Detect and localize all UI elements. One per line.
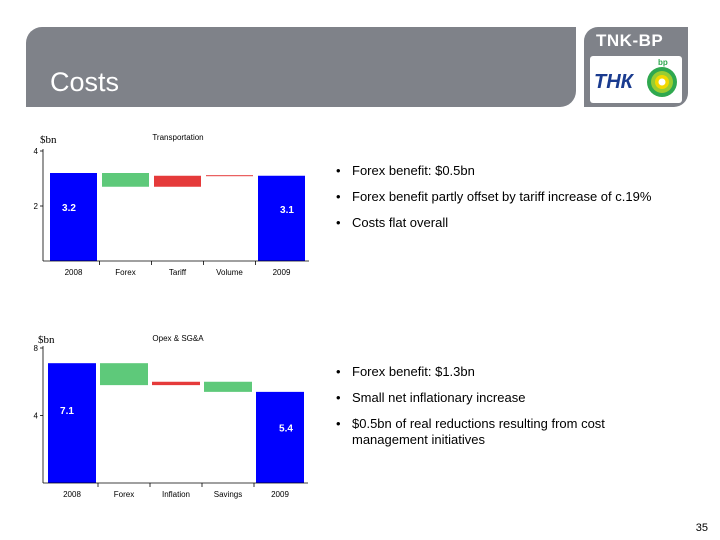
transport-bullets: Forex benefit: $0.5bn Forex benefit part… [336, 163, 651, 231]
logo-brand-text: TNK-BP [596, 31, 664, 50]
bar-2009 [256, 391, 304, 483]
bar-forex [102, 173, 149, 187]
x-tick-label: Inflation [162, 490, 190, 499]
bar-data-label: 3.2 [62, 203, 76, 214]
logo-sub-text: bp [658, 58, 668, 67]
header-bar: Costs [26, 27, 576, 107]
page-title: Costs [50, 67, 120, 97]
bar-data-label: 5.4 [279, 423, 293, 434]
chart-title: Transportation [152, 133, 203, 142]
bullet-item: Forex benefit: $0.5bn [336, 163, 651, 179]
bullet-item: $0.5bn of real reductions resulting from… [336, 416, 676, 448]
bar-savings [204, 381, 252, 392]
transportation-chart: Transportation $bn 2 4 3.2 2008 Forex Tariff Vol… [34, 133, 309, 277]
bar-2009 [258, 175, 305, 261]
opex-bullets: Forex benefit: $1.3bn Small net inflatio… [336, 364, 676, 448]
bullet-item: Forex benefit partly offset by tariff in… [336, 189, 651, 205]
logo-panel: ТНК bp [590, 56, 682, 103]
x-tick-label: 2008 [63, 490, 81, 499]
bp-helios-icon [647, 67, 677, 97]
x-tick-label: Forex [114, 490, 134, 499]
logo-graphic: ТНК [594, 67, 677, 97]
x-tick-label: Savings [214, 490, 242, 499]
y-tick-label: 4 [34, 412, 39, 421]
y-tick-label: 8 [34, 344, 39, 353]
y-axis-label: $bn [40, 134, 57, 146]
bar-data-label: 3.1 [280, 205, 294, 216]
y-axis-label: $bn [38, 334, 55, 346]
bullet-item: Costs flat overall [336, 215, 651, 231]
tnk-bp-logo: TNK-BP ТНК bp [584, 27, 688, 107]
logo-mark-text: ТНК [594, 71, 635, 93]
opex-chart: Opex & SG&A $bn 4 8 7.1 2008 Forex Inflation Sav… [34, 334, 308, 499]
x-tick-label: Tariff [169, 268, 187, 277]
y-tick-label: 2 [34, 202, 39, 211]
bar-volume [206, 175, 253, 177]
bar-2008 [50, 173, 97, 261]
x-tick-label: 2009 [271, 490, 289, 499]
x-tick-label: Volume [216, 268, 243, 277]
page-number: 35 [695, 522, 708, 534]
bar-data-label: 7.1 [60, 406, 74, 417]
chart-title: Opex & SG&A [152, 334, 204, 343]
bar-tariff [154, 175, 201, 187]
bar-forex [100, 363, 148, 386]
bullet-item: Small net inflationary increase [336, 390, 676, 406]
bar-inflation [152, 381, 200, 386]
x-tick-label: 2008 [65, 268, 83, 277]
y-tick-label: 4 [34, 147, 39, 156]
x-tick-label: Forex [115, 268, 135, 277]
bar-2008 [48, 363, 96, 483]
bullet-item: Forex benefit: $1.3bn [336, 364, 676, 380]
x-tick-label: 2009 [273, 268, 291, 277]
